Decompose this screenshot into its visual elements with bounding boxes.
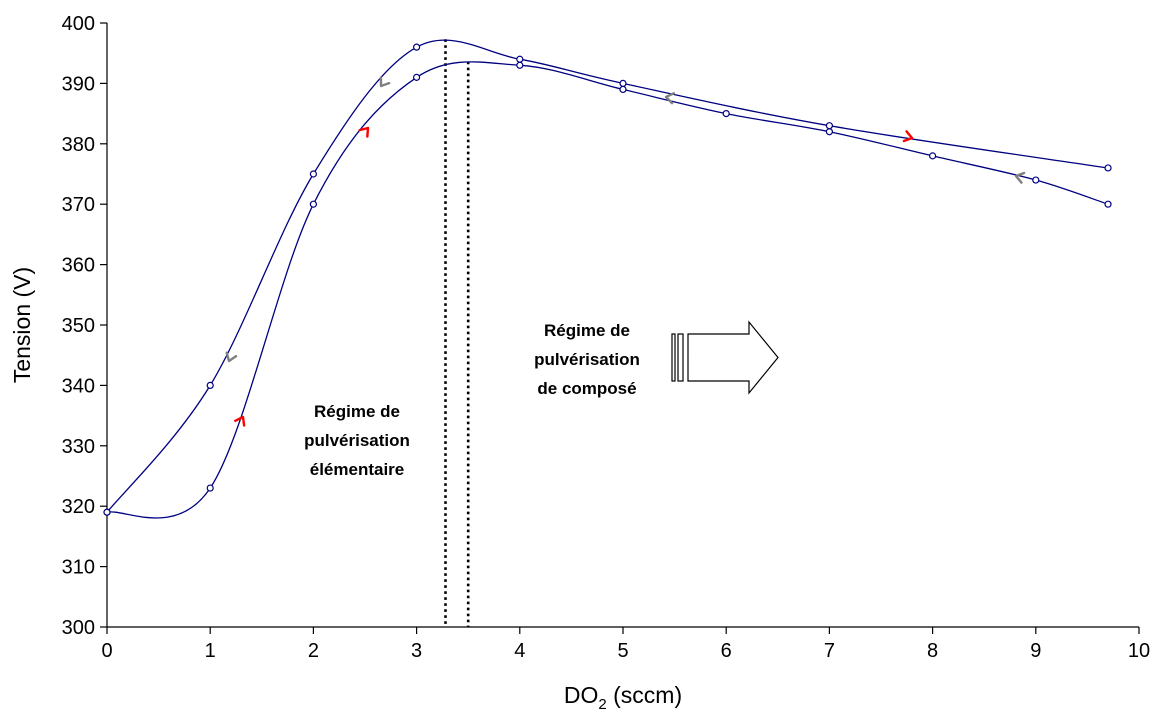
data-point-increasing bbox=[516, 61, 524, 69]
annotation-compose-line2: pulvérisation bbox=[534, 350, 640, 369]
direction-chevron bbox=[664, 92, 675, 105]
x-tick-label: 8 bbox=[927, 640, 938, 662]
x-axis-title-unit: (sccm) bbox=[607, 682, 682, 708]
annotations: Régime de pulvérisation élémentaire Régi… bbox=[304, 320, 779, 479]
data-point-decreasing bbox=[206, 381, 214, 389]
x-tick-label: 3 bbox=[411, 640, 422, 662]
y-tick-label: 320 bbox=[62, 496, 95, 518]
x-tick-label: 2 bbox=[308, 640, 319, 662]
data-point-increasing bbox=[928, 152, 937, 160]
direction-markers bbox=[225, 76, 1026, 427]
annotation-elementaire-line1: Régime de bbox=[314, 402, 400, 421]
direction-chevron bbox=[234, 415, 246, 427]
axis-titles: Tension (V) DO2 (sccm) bbox=[9, 267, 682, 713]
x-tick-label: 1 bbox=[205, 640, 216, 662]
x-tick-label: 0 bbox=[101, 640, 112, 662]
y-axis-title: Tension (V) bbox=[9, 267, 35, 383]
data-point-increasing bbox=[1032, 176, 1040, 184]
data-point-decreasing bbox=[619, 79, 627, 88]
data-point-increasing bbox=[206, 484, 214, 492]
annotation-elementaire-line3: élémentaire bbox=[310, 460, 405, 479]
regime-thresholds bbox=[444, 39, 470, 627]
y-tick-label: 300 bbox=[62, 617, 95, 639]
y-tick-label: 390 bbox=[62, 73, 95, 95]
data-point-increasing bbox=[1104, 200, 1112, 208]
x-tick-label: 4 bbox=[514, 640, 525, 662]
data-point-decreasing bbox=[516, 55, 524, 63]
data-point-increasing bbox=[309, 200, 317, 208]
y-tick-label: 350 bbox=[62, 315, 95, 337]
y-tick-label: 400 bbox=[62, 13, 95, 35]
arrow-stripe-1 bbox=[671, 333, 676, 382]
annotation-compose-line1: Régime de bbox=[544, 321, 630, 340]
x-axis-title: DO2 (sccm) bbox=[564, 682, 682, 713]
series bbox=[103, 39, 1112, 519]
y-tick-label: 310 bbox=[62, 557, 95, 579]
direction-chevron bbox=[225, 351, 238, 363]
y-tick-label: 380 bbox=[62, 134, 95, 156]
data-point-increasing bbox=[722, 109, 730, 118]
ticks: 300 310 320 330 340 350 360 370 380 390 400 0 1 2 3 4 5 6… bbox=[62, 13, 1151, 662]
data-point-decreasing bbox=[825, 122, 834, 130]
data-point-decreasing bbox=[413, 43, 421, 51]
y-tick-label: 340 bbox=[62, 375, 95, 397]
x-tick-label: 5 bbox=[617, 640, 628, 662]
annotation-elementaire-line2: pulvérisation bbox=[304, 431, 410, 450]
y-tick-label: 360 bbox=[62, 255, 95, 277]
series-line-decreasing bbox=[106, 39, 1109, 513]
data-point-decreasing bbox=[1104, 164, 1112, 172]
arrow-stripe-2 bbox=[677, 333, 684, 382]
x-axis-title-subscript: 2 bbox=[598, 696, 606, 713]
data-point-decreasing bbox=[309, 170, 317, 178]
compose-regime-arrow bbox=[671, 320, 779, 395]
x-tick-label: 6 bbox=[721, 640, 732, 662]
annotation-compose-line3: de composé bbox=[537, 379, 636, 398]
x-tick-label: 9 bbox=[1030, 640, 1041, 662]
data-point-increasing bbox=[413, 73, 421, 81]
x-tick-label: 7 bbox=[824, 640, 835, 662]
direction-chevron bbox=[379, 76, 391, 88]
data-point-decreasing bbox=[103, 508, 111, 516]
data-point-increasing bbox=[619, 85, 627, 94]
data-point-increasing bbox=[825, 128, 834, 136]
y-tick-label: 370 bbox=[62, 194, 95, 216]
y-tick-label: 330 bbox=[62, 436, 95, 458]
direction-chevron bbox=[358, 126, 370, 138]
arrow-body bbox=[687, 320, 779, 395]
x-tick-label: 10 bbox=[1128, 640, 1150, 662]
direction-chevron bbox=[1014, 171, 1026, 184]
x-axis-title-main: DO bbox=[564, 682, 599, 708]
direction-chevron bbox=[902, 130, 914, 143]
